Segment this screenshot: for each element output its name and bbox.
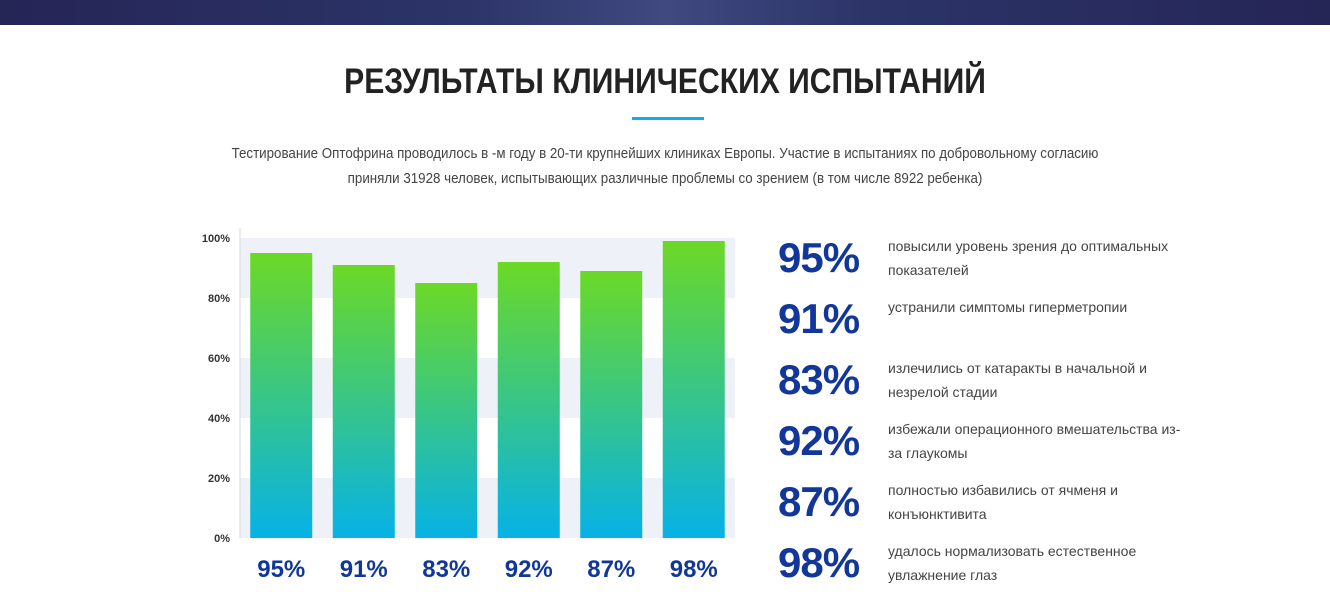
stat-percent: 83% bbox=[778, 356, 860, 403]
stat-percent: 95% bbox=[778, 234, 860, 281]
y-tick-label: 40% bbox=[208, 413, 230, 425]
grid-band bbox=[240, 358, 735, 418]
stat-item: 98% удалось нормализовать естественное ув… bbox=[778, 539, 1198, 589]
stat-description: избежали операционного вмешательства из-… bbox=[888, 421, 1181, 461]
stat-description: устранили симптомы гиперметропии bbox=[888, 299, 1128, 315]
bar bbox=[580, 271, 643, 538]
results-bar-chart: 0% 20% 40% 60% 80% 100% 95% 91% 83% 92% 87% 98% bbox=[202, 228, 735, 583]
bar bbox=[662, 241, 725, 538]
stat-item: 95% повысили уровень зрения до оптимальны… bbox=[778, 234, 1198, 284]
bar-label: 91% bbox=[340, 556, 388, 583]
bar bbox=[415, 283, 478, 538]
intro-line-1: Тестирование Оптофрина проводилось в -м … bbox=[231, 146, 1099, 162]
stat-item: 91% устранили симптомы гиперметропии bbox=[778, 295, 1198, 345]
stat-description: излечились от катаракты в начальной и не… bbox=[888, 360, 1147, 400]
y-tick-label: 80% bbox=[208, 293, 230, 305]
stat-item: 83% излечились от катаракты в начальной и… bbox=[778, 356, 1198, 406]
bar bbox=[250, 253, 313, 538]
grid-band bbox=[240, 478, 735, 538]
title-underline bbox=[632, 117, 704, 120]
intro-line-2: приняли 31928 человек, испытывающих разл… bbox=[347, 171, 983, 187]
y-tick-label: 20% bbox=[208, 473, 230, 485]
bar-label: 98% bbox=[670, 556, 718, 583]
bar bbox=[332, 265, 395, 538]
bar-label: 92% bbox=[505, 556, 553, 583]
bar-label: 87% bbox=[587, 556, 635, 583]
bar bbox=[497, 262, 560, 538]
stat-description: полностью избавились от ячменя и конъюнк… bbox=[888, 482, 1118, 522]
bar-label: 83% bbox=[422, 556, 470, 583]
page-title: РЕЗУЛЬТАТЫ КЛИНИЧЕСКИХ ИСПЫТАНИЙ bbox=[344, 62, 986, 101]
stat-description: повысили уровень зрения до оптимальных п… bbox=[888, 238, 1169, 278]
stat-percent: 87% bbox=[778, 478, 860, 525]
y-tick-label: 60% bbox=[208, 353, 230, 365]
hero-banner bbox=[0, 0, 1330, 25]
bar-label: 95% bbox=[257, 556, 305, 583]
stat-percent: 92% bbox=[778, 417, 860, 464]
stat-percent: 91% bbox=[778, 295, 860, 342]
y-tick-label: 100% bbox=[202, 233, 230, 245]
intro-text: Тестирование Оптофрина проводилось в -м … bbox=[150, 142, 1180, 192]
stat-percent: 98% bbox=[778, 539, 860, 586]
stat-description: удалось нормализовать естественное увлаж… bbox=[888, 543, 1137, 583]
stat-item: 87% полностью избавились от ячменя и конъ… bbox=[778, 478, 1198, 528]
stat-item: 92% избежали операционного вмешательства … bbox=[778, 417, 1198, 467]
y-tick-label: 0% bbox=[214, 533, 230, 545]
grid-band bbox=[240, 238, 735, 298]
